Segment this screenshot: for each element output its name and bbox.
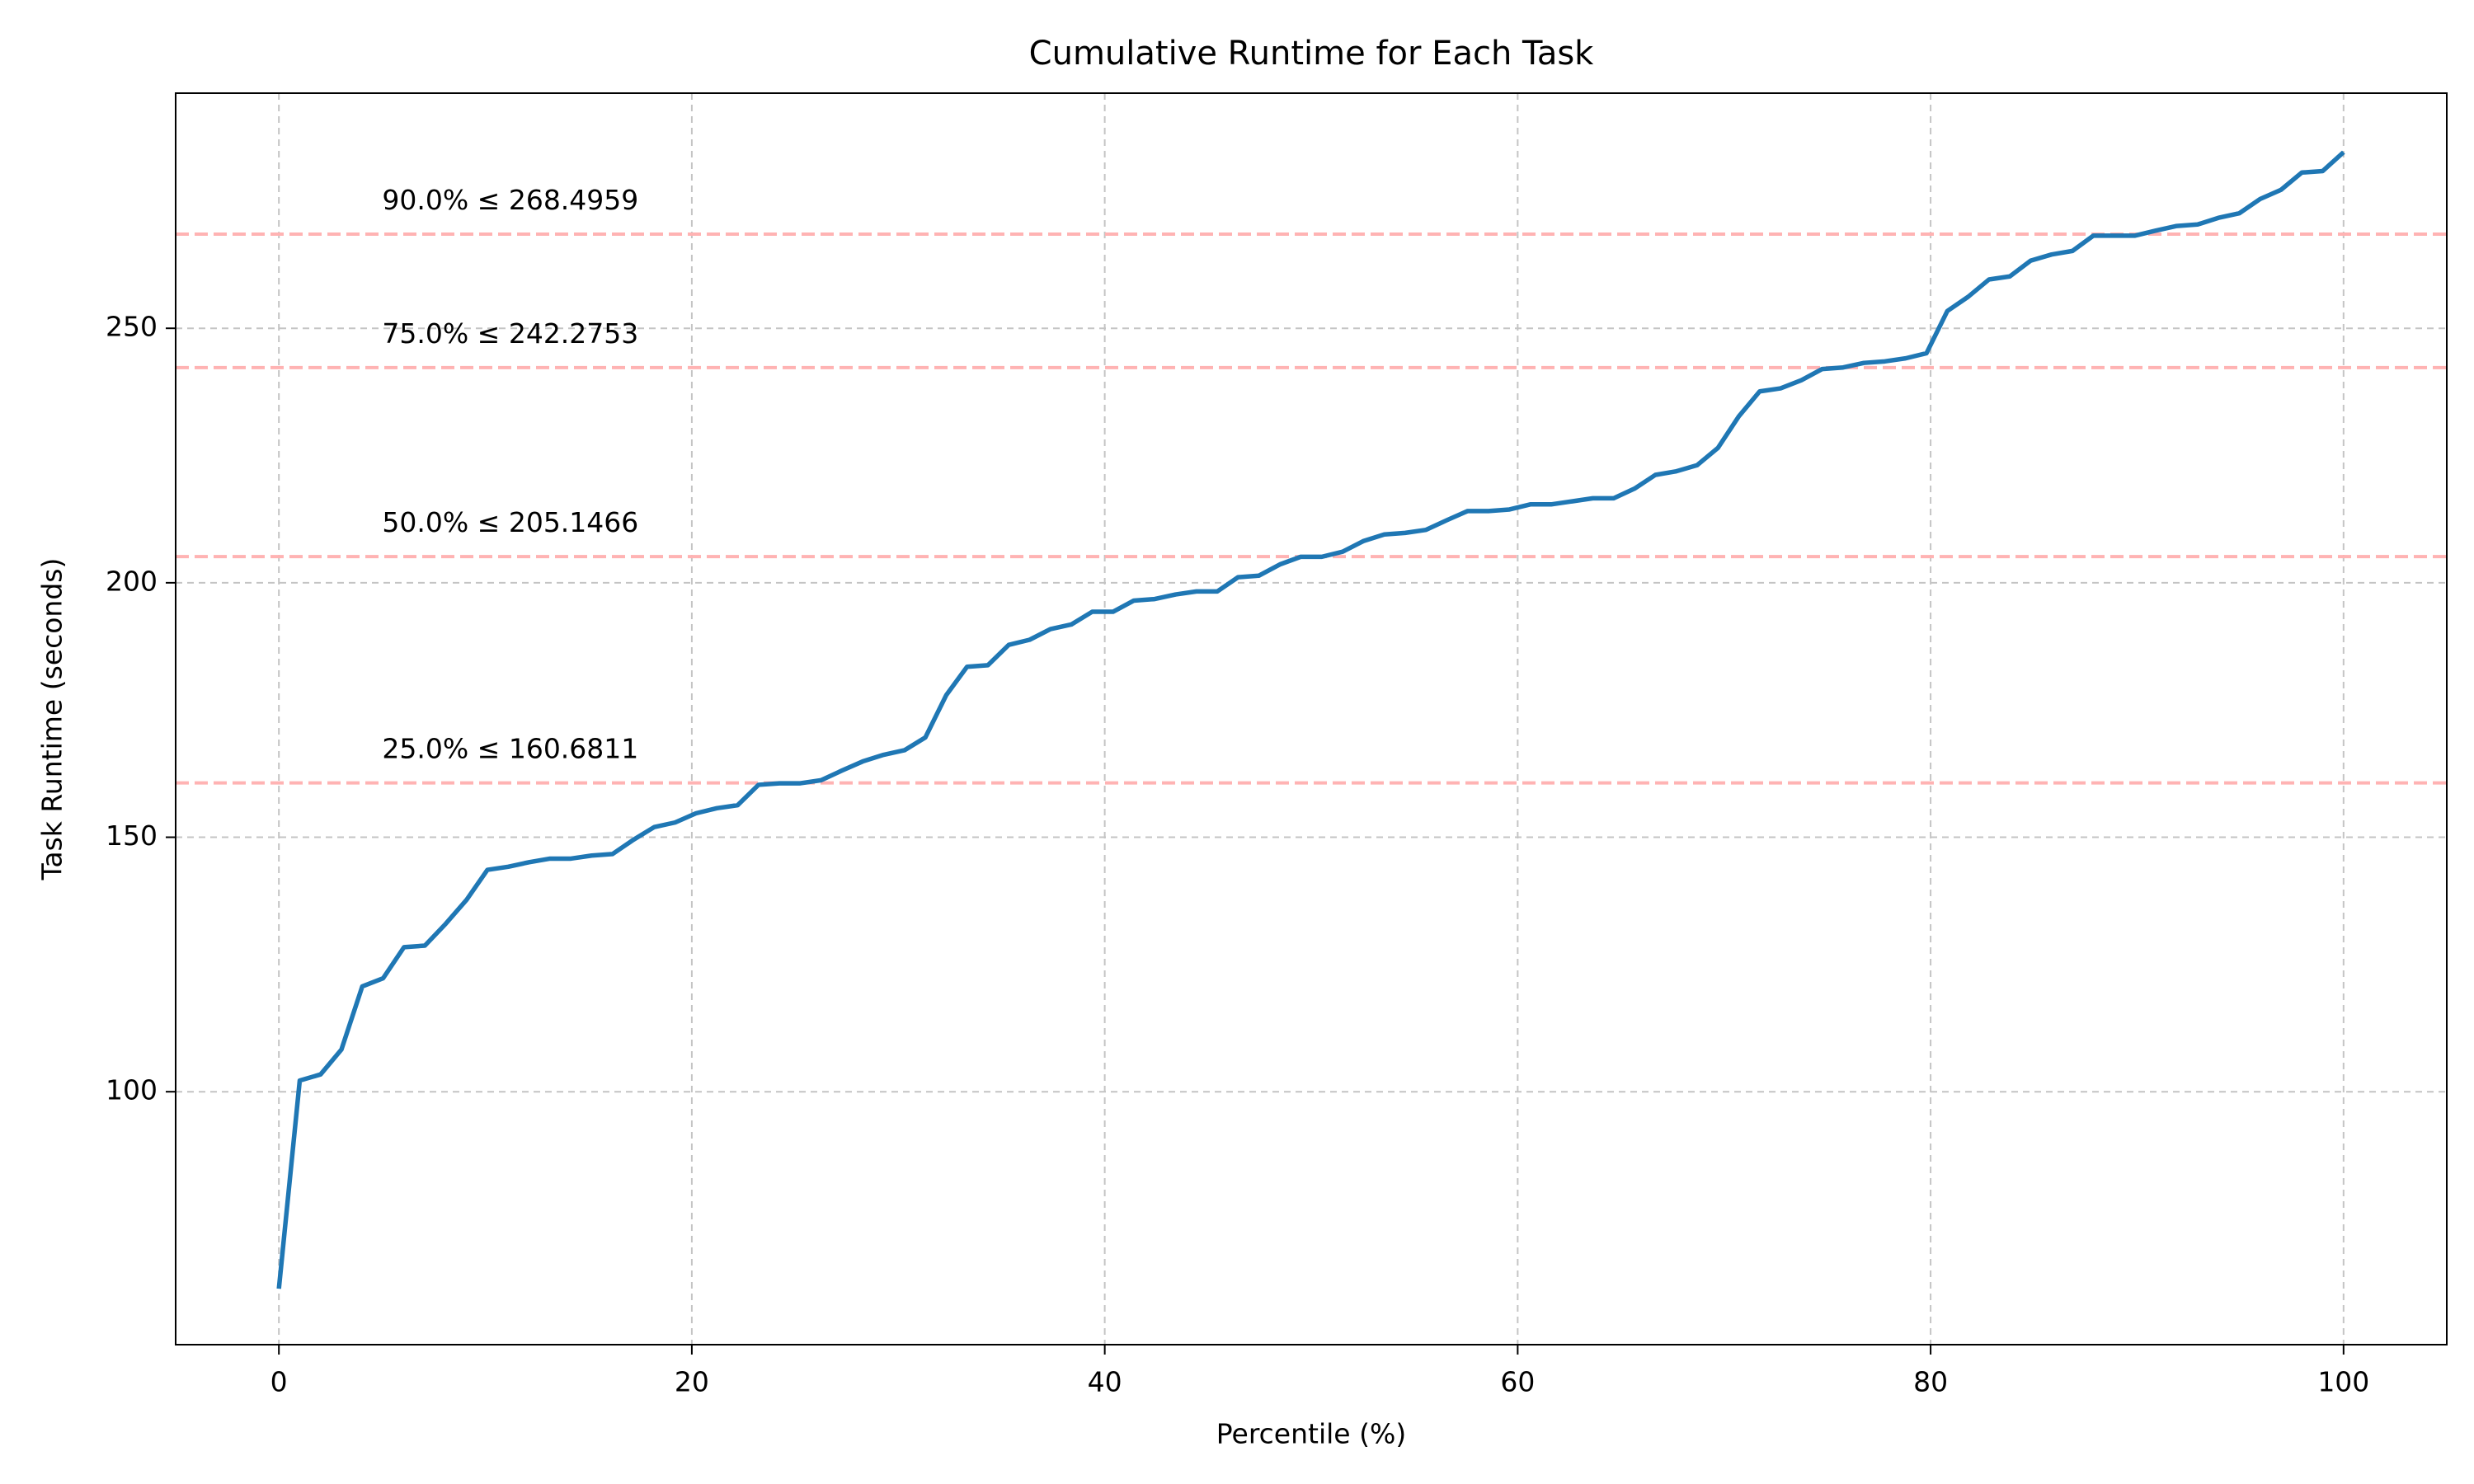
y-tick-label: 150	[106, 819, 158, 852]
plot-frame	[175, 92, 2448, 1345]
reference-label: 25.0% ≤ 160.6811	[382, 733, 638, 765]
x-tick-label: 60	[1500, 1366, 1535, 1398]
y-tick-label: 250	[106, 311, 158, 343]
x-tick-label: 20	[675, 1366, 709, 1398]
reference-label: 50.0% ≤ 205.1466	[382, 506, 638, 538]
x-tick-label: 40	[1088, 1366, 1122, 1398]
x-tick-label: 0	[270, 1366, 288, 1398]
reference-label: 75.0% ≤ 242.2753	[382, 317, 638, 350]
x-tick-label: 100	[2317, 1366, 2369, 1398]
x-tick-label: 80	[1913, 1366, 1948, 1398]
chart-title: Cumulative Runtime for Each Task	[1029, 35, 1595, 73]
x-axis-label: Percentile (%)	[1216, 1418, 1406, 1450]
y-tick-label: 200	[106, 565, 158, 597]
data-line	[276, 150, 2345, 1289]
y-axis-label: Task Runtime (seconds)	[36, 558, 68, 881]
y-tick-label: 100	[106, 1074, 158, 1106]
reference-label: 90.0% ≤ 268.4959	[382, 184, 638, 216]
